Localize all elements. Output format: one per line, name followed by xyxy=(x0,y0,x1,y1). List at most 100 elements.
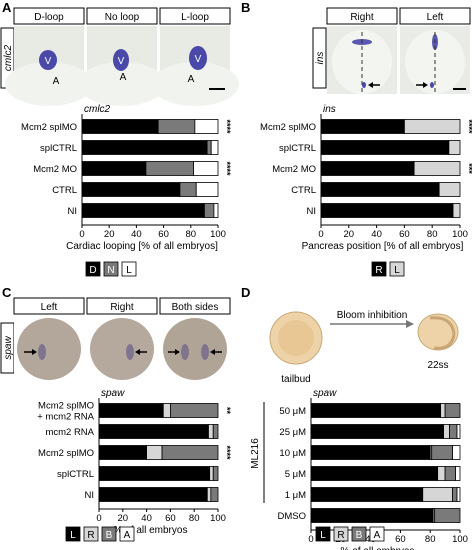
bar-segment-b xyxy=(212,466,219,481)
charts: cmlc2 Mcm2 splMO **** splCTRL Mcm2 MO **** CTR… xyxy=(21,104,472,550)
bloom-inhibition-label: Bloom inhibition xyxy=(337,310,408,321)
x-tick-label: 100 xyxy=(210,513,226,524)
bar-segment-l xyxy=(98,445,147,460)
atrium-marker: A xyxy=(53,76,60,87)
bar-segment-l xyxy=(193,161,219,176)
x-tick-label: 40 xyxy=(371,229,382,240)
legend-swatch xyxy=(389,261,405,277)
category-label: NI xyxy=(307,206,317,217)
category-label: 50 μM xyxy=(279,406,306,417)
image-label-left: Left xyxy=(41,302,58,313)
panel-a-images: D-loop No loop L-loop cmlc2 V A V A V A xyxy=(0,7,239,106)
embryo-yolk xyxy=(151,62,239,106)
heart-stain xyxy=(39,50,57,70)
significance-marker: ** xyxy=(222,407,232,415)
bar-segment-n xyxy=(179,182,197,197)
category-label: Mcm2 splMO xyxy=(38,401,94,412)
category-label: Mcm2 splMO xyxy=(260,122,316,133)
image-label-box xyxy=(159,297,231,315)
category-label: + mcm2 RNA xyxy=(37,412,94,423)
bar-segment-d xyxy=(81,182,181,197)
legend-swatch xyxy=(121,261,137,277)
gene-label-spaw: spaw xyxy=(3,336,14,360)
legend-swatch xyxy=(369,526,385,542)
panel-letter-a: A xyxy=(2,0,12,15)
x-tick-label: 0 xyxy=(308,534,313,545)
image-label-box xyxy=(159,7,231,25)
legend-swatch xyxy=(333,526,349,542)
tailbud-yolk-drawing xyxy=(278,320,314,356)
legend-label: D xyxy=(89,265,96,276)
panel-letter-c: C xyxy=(2,285,12,300)
x-tick-label: 100 xyxy=(452,534,468,545)
bar-segment-d xyxy=(81,161,147,176)
bar-segment-l xyxy=(403,119,461,134)
legend-label: R xyxy=(375,265,382,276)
embryo-body xyxy=(90,318,154,380)
significance-marker: **** xyxy=(222,445,232,460)
bar-segment-l xyxy=(310,445,431,460)
panel-letter-b: B xyxy=(241,0,250,15)
bar-segment-n xyxy=(203,203,215,218)
chart-b: ins Mcm2 splMO **** splCTRL Mcm2 MO *** CTRL NI… xyxy=(260,104,472,277)
bar-segment-r xyxy=(437,466,446,481)
bar-segment-a xyxy=(456,487,461,502)
bar-segment-r xyxy=(209,466,214,481)
category-label: NI xyxy=(85,490,95,501)
significance-marker: **** xyxy=(222,161,232,176)
bar-segment-r xyxy=(146,445,163,460)
bar-segment-a xyxy=(452,445,461,460)
bar-segment-a xyxy=(455,466,461,481)
image-label-box xyxy=(86,7,158,25)
chart-a: cmlc2 Mcm2 splMO **** splCTRL Mcm2 MO **** CTR… xyxy=(21,104,232,277)
legend-swatch xyxy=(371,261,387,277)
tailbud-label: tailbud xyxy=(281,374,310,385)
bar-segment-d xyxy=(81,140,208,155)
bar-segment-l xyxy=(438,182,461,197)
legend-swatch xyxy=(83,526,99,542)
legend-label: L xyxy=(320,530,326,541)
arrow-head xyxy=(423,82,428,88)
image-label-l-loop: L-loop xyxy=(181,12,209,23)
image-label-both-sides: Both sides xyxy=(172,302,219,313)
chart-title: spaw xyxy=(313,388,337,399)
legend-label: A xyxy=(374,530,381,541)
x-tick-label: 100 xyxy=(210,229,226,240)
embryo-body xyxy=(163,318,227,380)
legend-label: L xyxy=(394,265,400,276)
arrow-head xyxy=(368,82,373,88)
heart-stain xyxy=(189,46,207,70)
x-tick-label: 60 xyxy=(165,513,176,524)
bar-segment-b xyxy=(444,466,456,481)
bar-segment-l xyxy=(310,424,445,439)
bar-segment-b xyxy=(434,508,461,523)
image-label-box xyxy=(13,297,85,315)
legend-swatch xyxy=(85,261,101,277)
bar-segment-l xyxy=(98,424,209,439)
x-tick-label: 0 xyxy=(79,229,84,240)
category-label: 25 μM xyxy=(279,427,306,438)
bar-segment-l xyxy=(310,508,434,523)
panel-letter-d: D xyxy=(241,285,250,300)
legend-label: L xyxy=(70,530,76,541)
spaw-stain xyxy=(201,344,209,360)
x-axis-label: Pancreas position [% of all embryos] xyxy=(302,241,464,252)
islet-stain xyxy=(430,82,434,88)
image-label-no-loop: No loop xyxy=(105,12,140,23)
treatment-arrow-head xyxy=(406,320,414,328)
22ss-embryo-body xyxy=(429,316,456,350)
category-label: 5 μM xyxy=(285,469,306,480)
significance-marker: **** xyxy=(222,119,232,134)
gene-label-box xyxy=(312,27,327,89)
embryo-body xyxy=(17,318,81,380)
22ss-label: 22ss xyxy=(427,360,448,371)
image-label-box xyxy=(399,7,471,25)
legend-swatch xyxy=(101,526,117,542)
atrium-marker: A xyxy=(120,72,127,83)
arrow-head xyxy=(210,349,215,355)
bar-segment-b xyxy=(444,403,461,418)
chart-title: ins xyxy=(323,104,336,115)
